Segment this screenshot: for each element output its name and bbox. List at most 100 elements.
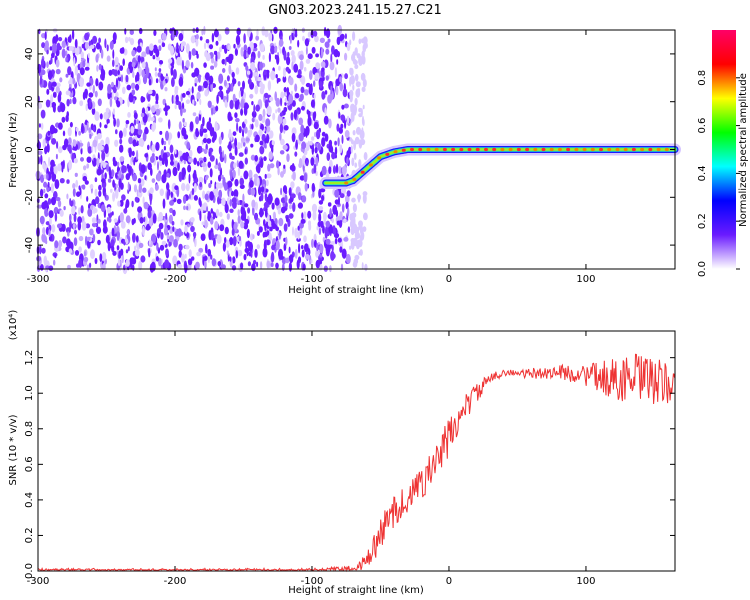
noise-cell <box>286 56 291 66</box>
noise-cell <box>73 237 78 247</box>
noise-cell <box>288 77 294 86</box>
noise-cell <box>303 235 307 243</box>
ridge-peak <box>344 181 349 185</box>
noise-cell <box>75 179 79 188</box>
noise-cell <box>180 219 184 226</box>
noise-cell <box>152 213 157 224</box>
noise-cell <box>137 55 141 63</box>
noise-cell <box>322 225 325 234</box>
noise-cell <box>67 144 72 152</box>
noise-cell <box>61 48 66 59</box>
noise-cell <box>335 163 339 174</box>
noise-cell <box>231 197 237 204</box>
noise-cell <box>176 56 182 66</box>
noise-cell <box>155 141 160 151</box>
noise-cell <box>51 101 57 108</box>
noise-cell <box>43 181 48 188</box>
noise-cell <box>65 90 71 96</box>
x-tick-label: -100 <box>301 576 324 587</box>
noise-cell <box>43 188 46 194</box>
noise-cell <box>319 37 325 43</box>
noise-cell <box>277 107 281 113</box>
noise-cell <box>272 112 276 121</box>
noise-cell <box>264 99 269 109</box>
noise-cell <box>299 60 304 71</box>
noise-cell <box>354 231 360 240</box>
noise-cell <box>86 163 90 169</box>
noise-cell <box>111 81 114 88</box>
noise-cell <box>166 182 170 191</box>
noise-cell <box>206 121 211 131</box>
noise-cell <box>65 227 71 234</box>
noise-cell <box>229 190 232 200</box>
noise-cell <box>69 34 72 43</box>
noise-cell <box>41 69 46 76</box>
figure-title: GN03.2023.241.15.27.C21 <box>268 3 442 18</box>
noise-cell <box>76 191 81 197</box>
noise-cell <box>312 190 315 198</box>
noise-cell <box>54 240 59 249</box>
ridge-peak <box>442 147 447 152</box>
noise-cell <box>237 81 241 87</box>
noise-cell <box>111 245 115 252</box>
y-tick-label: 40 <box>24 48 35 61</box>
noise-cell <box>234 146 238 156</box>
noise-cell <box>324 41 330 48</box>
noise-cell <box>359 249 363 256</box>
noise-cell <box>187 223 190 228</box>
noise-cell <box>238 126 242 134</box>
noise-cell <box>310 111 314 116</box>
noise-cell <box>136 71 140 82</box>
noise-cell <box>255 35 260 41</box>
ridge-peak <box>410 147 414 152</box>
noise-cell <box>352 31 356 42</box>
noise-cell <box>181 127 187 137</box>
noise-cell <box>72 96 77 105</box>
noise-cell <box>89 228 94 236</box>
ridge-peak <box>656 147 661 152</box>
noise-cell <box>354 226 360 233</box>
noise-cell <box>285 236 288 246</box>
noise-cell <box>105 107 110 114</box>
noise-cell <box>101 76 105 81</box>
noise-cell <box>193 182 197 193</box>
noise-cell <box>328 118 332 129</box>
noise-cell <box>213 29 219 38</box>
noise-cell <box>294 92 300 99</box>
noise-cell <box>229 208 234 213</box>
colorbar-tick-label: 0.2 <box>697 213 708 229</box>
noise-cell <box>208 147 214 153</box>
noise-cell <box>165 248 169 257</box>
noise-cell <box>263 201 269 209</box>
noise-cell <box>217 51 221 60</box>
noise-cell <box>174 149 177 155</box>
noise-cell <box>313 30 318 37</box>
noise-cell <box>280 206 286 214</box>
noise-cell <box>172 69 177 80</box>
noise-cell <box>166 172 170 178</box>
noise-cell <box>137 122 142 131</box>
noise-cell <box>209 217 214 225</box>
noise-cell <box>240 87 243 92</box>
noise-cell <box>213 60 218 68</box>
noise-cell <box>266 240 270 245</box>
noise-cell <box>298 132 304 142</box>
noise-cell <box>151 178 156 184</box>
noise-cell <box>250 187 256 196</box>
noise-cell <box>110 188 113 193</box>
noise-cell <box>66 98 70 107</box>
noise-cell <box>163 226 169 236</box>
noise-cell <box>144 153 149 158</box>
x-tick-label: -200 <box>164 274 187 285</box>
noise-cell <box>186 205 189 211</box>
noise-cell <box>185 43 190 54</box>
noise-cell <box>149 187 154 195</box>
noise-cell <box>270 262 274 268</box>
noise-cell <box>284 194 288 203</box>
noise-cell <box>60 161 65 168</box>
ridge-peak <box>467 147 472 152</box>
noise-cell <box>125 259 130 267</box>
noise-cell <box>282 144 288 150</box>
noise-cell <box>67 66 72 76</box>
noise-cell <box>315 249 320 258</box>
